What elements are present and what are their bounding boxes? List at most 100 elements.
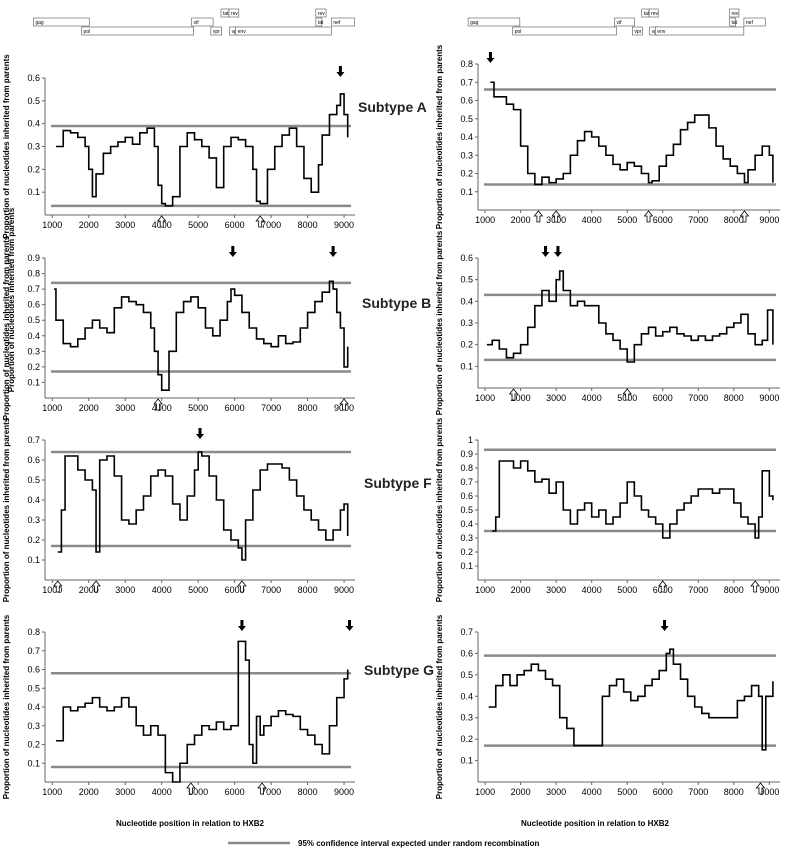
x-tick-label: 7000 <box>261 220 281 230</box>
panel-y-axis-label: Proportion of nucleotides inherited from… <box>435 417 444 602</box>
gene-label-tat: tat <box>731 20 737 26</box>
x-tick-label: 5000 <box>188 220 208 230</box>
y-tick-label: 1 <box>468 435 473 445</box>
y-tick-label: 0.8 <box>27 269 40 279</box>
gene-box-gag <box>467 17 521 27</box>
gene-box-rev <box>315 8 327 18</box>
y-tick-label: 0.4 <box>27 495 40 505</box>
panel-G-right: 0.1 0.2 0.3 0.4 0.5 0.6 0.7 1000 2000 3000 4000 500… <box>435 614 780 799</box>
breakpoint-arrow-up <box>622 388 633 401</box>
panel-y-axis-label: Proportion of nucleotides inherited from… <box>435 44 444 229</box>
gene-box-nef <box>743 17 766 27</box>
x-tick-label: 1000 <box>475 215 495 225</box>
y-tick-label: 0.3 <box>27 142 40 152</box>
panel-y-axis-label: Proportion of nucleotides inherited from… <box>2 614 11 799</box>
y-tick-label: 0.9 <box>27 253 40 263</box>
breakpoint-arrow-up <box>156 215 167 228</box>
observed-series-line <box>54 280 349 392</box>
recombination-arrow-down <box>196 428 204 439</box>
y-tick-label: 0.3 <box>460 533 473 543</box>
x-tick-label: 7000 <box>688 393 708 403</box>
gene-label-vif: vif <box>194 20 200 26</box>
x-tick-label: 6000 <box>653 393 673 403</box>
y-tick-label: 0.7 <box>460 477 473 487</box>
x-tick-label: 9000 <box>759 393 779 403</box>
panel-F-left: 0.1 0.2 0.3 0.4 0.5 0.6 0.7 1000 2000 3000 4000 500… <box>2 417 432 602</box>
gene-box-gag <box>33 17 90 27</box>
x-tick-label: 3000 <box>546 585 566 595</box>
breakpoint-arrow-up <box>755 782 766 795</box>
breakpoint-arrow-up <box>739 210 750 223</box>
y-axis-label-left-1: Proportion of nucleotides inherited from… <box>7 207 16 392</box>
y-tick-label: 0.6 <box>460 96 473 106</box>
gene-box-vpr <box>632 26 643 36</box>
x-tick-label: 9000 <box>334 220 354 230</box>
breakpoint-arrow-up <box>339 398 349 411</box>
x-tick-label: 8000 <box>724 393 744 403</box>
x-tick-label: 3000 <box>546 787 566 797</box>
gene-box-rev <box>228 8 240 18</box>
y-tick-label: 0.4 <box>460 691 473 701</box>
x-tick-label: 4000 <box>152 787 172 797</box>
x-tick-label: 5000 <box>617 787 637 797</box>
observed-series-line <box>55 93 349 207</box>
x-tick-label: 9000 <box>759 787 779 797</box>
y-tick-label: 0.8 <box>27 627 40 637</box>
x-tick-label: 7000 <box>261 585 281 595</box>
recombination-arrow-down <box>237 620 246 631</box>
breakpoint-arrow-up <box>255 215 266 228</box>
y-tick-label: 0.5 <box>27 315 40 325</box>
panel-A-right: 0.10.20.30.40.50.60.70.81000200030004000… <box>435 44 780 229</box>
x-tick-label: 6000 <box>653 787 673 797</box>
x-tick-label: 8000 <box>298 787 318 797</box>
y-tick-label: 0.1 <box>460 361 473 371</box>
x-tick-label: 2000 <box>79 403 99 413</box>
observed-series-line <box>55 640 349 783</box>
subtype-title: Subtype G <box>364 662 434 678</box>
recombination-arrow-down <box>660 620 669 631</box>
y-tick-label: 0.3 <box>27 346 40 356</box>
gene-box-env <box>655 26 745 36</box>
y-tick-label: 0.1 <box>27 555 40 565</box>
y-tick-label: 0.3 <box>460 318 473 328</box>
x-tick-label: 5000 <box>188 585 208 595</box>
gene-label-env: env <box>238 29 247 35</box>
y-tick-label: 0.8 <box>460 59 473 69</box>
x-tick-label: 1000 <box>475 787 495 797</box>
observed-series-line <box>488 648 774 751</box>
gene-box-pol <box>81 26 194 36</box>
y-tick-label: 0.4 <box>27 119 40 129</box>
gene-label-rev: rev <box>231 11 238 17</box>
gene-label-tat: tat <box>223 11 229 17</box>
panel-y-axis-label: Proportion of nucleotides inherited from… <box>2 54 11 239</box>
y-tick-label: 0.5 <box>27 475 40 485</box>
x-tick-label: 1000 <box>42 220 62 230</box>
y-tick-label: 0.4 <box>460 296 473 306</box>
subtype-title: Subtype B <box>362 295 431 311</box>
y-tick-label: 0.7 <box>27 435 40 445</box>
gene-box-tat <box>729 17 736 27</box>
genome-map-right: gagpolviftatrevvprvpuenvrevtatnef <box>467 8 766 36</box>
y-tick-label: 0.4 <box>460 519 473 529</box>
y-tick-label: 0.6 <box>27 73 40 83</box>
x-tick-label: 9000 <box>334 787 354 797</box>
panel-y-axis-label: Proportion of nucleotides inherited from… <box>2 417 11 602</box>
y-tick-label: 0.7 <box>27 284 40 294</box>
x-tick-label: 6000 <box>225 403 245 413</box>
y-tick-label: 0.2 <box>460 734 473 744</box>
x-tick-label: 8000 <box>298 220 318 230</box>
x-tick-label: 5000 <box>188 787 208 797</box>
y-tick-label: 0.2 <box>460 547 473 557</box>
y-tick-label: 0.2 <box>27 535 40 545</box>
x-tick-label: 2000 <box>511 585 531 595</box>
recombination-arrow-down <box>228 246 237 257</box>
breakpoint-arrow-up <box>237 580 247 593</box>
x-tick-label: 7000 <box>688 585 708 595</box>
y-tick-label: 0.6 <box>460 491 473 501</box>
y-tick-label: 0.7 <box>460 77 473 87</box>
y-tick-label: 0.4 <box>27 331 40 341</box>
y-tick-label: 0.5 <box>460 114 473 124</box>
y-tick-label: 0.2 <box>460 340 473 350</box>
x-tick-label: 4000 <box>582 787 602 797</box>
y-tick-label: 0.3 <box>460 150 473 160</box>
